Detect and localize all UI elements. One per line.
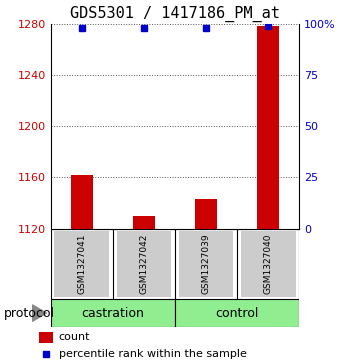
Bar	[175, 299, 299, 327]
FancyBboxPatch shape	[117, 231, 171, 297]
Text: count: count	[58, 333, 90, 342]
FancyBboxPatch shape	[241, 231, 295, 297]
Bar	[257, 26, 279, 229]
Text: GSM1327042: GSM1327042	[139, 234, 148, 294]
Bar	[39, 332, 52, 343]
Text: percentile rank within the sample: percentile rank within the sample	[58, 349, 246, 359]
FancyBboxPatch shape	[179, 231, 233, 297]
Bar	[51, 299, 175, 327]
Text: GSM1327039: GSM1327039	[202, 234, 211, 294]
Bar	[133, 216, 155, 229]
Text: protocol: protocol	[4, 307, 55, 319]
Text: castration: castration	[82, 307, 144, 319]
FancyBboxPatch shape	[55, 231, 109, 297]
Bar	[71, 175, 93, 229]
Text: GSM1327041: GSM1327041	[77, 234, 86, 294]
Text: control: control	[216, 307, 259, 319]
Text: GSM1327040: GSM1327040	[264, 234, 273, 294]
Polygon shape	[32, 305, 47, 321]
Title: GDS5301 / 1417186_PM_at: GDS5301 / 1417186_PM_at	[70, 6, 280, 22]
Bar	[195, 199, 217, 229]
